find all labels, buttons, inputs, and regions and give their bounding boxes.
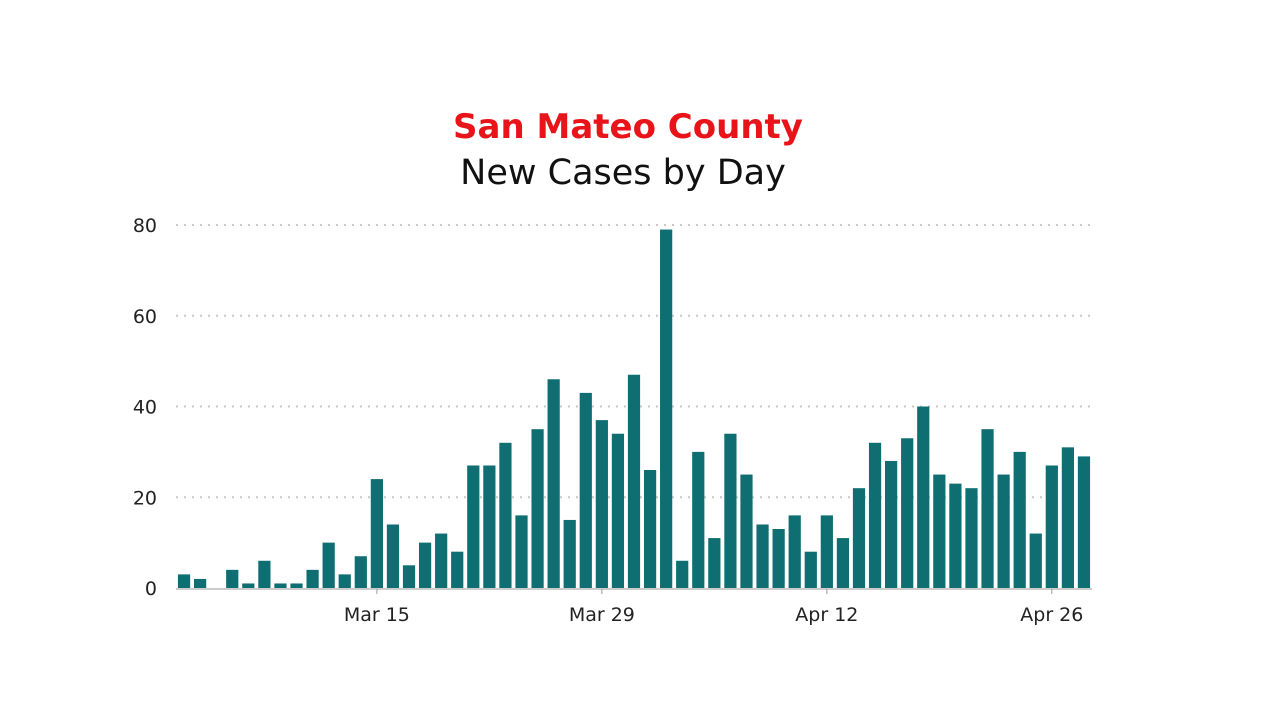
bar <box>740 474 753 588</box>
x-tick-label: Mar 29 <box>569 604 635 626</box>
bar <box>402 565 416 588</box>
bar <box>724 433 737 588</box>
bar <box>611 433 625 588</box>
bar <box>1077 456 1091 588</box>
x-tick-label: Apr 12 <box>795 604 858 626</box>
bar <box>258 560 271 588</box>
bar <box>370 479 383 588</box>
bar <box>435 533 448 588</box>
bar <box>885 460 898 588</box>
bar <box>290 583 303 588</box>
bar <box>579 392 592 588</box>
bar <box>1045 465 1058 588</box>
bar <box>901 438 914 588</box>
x-axis: Mar 15 Mar 29 Apr 12 Apr 26 <box>176 588 1092 626</box>
bar <box>1061 447 1074 588</box>
bar <box>418 542 432 589</box>
x-tick-label: Apr 26 <box>1020 604 1083 626</box>
bar <box>499 442 512 588</box>
bar <box>756 524 769 588</box>
bar <box>563 519 576 588</box>
y-axis: 0 20 40 60 80 <box>133 215 157 600</box>
chart-title: San Mateo County <box>453 107 803 147</box>
bar <box>660 229 673 589</box>
bar <box>451 551 464 588</box>
bar <box>981 429 994 588</box>
bar <box>788 515 801 588</box>
x-tick-label: Mar 15 <box>344 604 410 626</box>
bar <box>836 538 850 588</box>
bar <box>772 529 785 588</box>
y-tick-label: 0 <box>145 578 157 600</box>
bar <box>820 515 833 588</box>
y-tick-label: 20 <box>133 487 157 509</box>
bar <box>177 574 191 588</box>
bar <box>949 483 962 588</box>
bar <box>852 488 866 588</box>
bar <box>868 442 882 588</box>
bar <box>322 542 335 589</box>
y-tick-label: 40 <box>133 397 157 419</box>
bar <box>933 474 946 588</box>
bars <box>177 229 1091 589</box>
y-tick-label: 60 <box>133 306 157 328</box>
bar <box>692 451 705 589</box>
bar <box>804 551 817 588</box>
bar <box>917 406 930 588</box>
bar <box>643 470 657 588</box>
bar <box>708 538 721 588</box>
bar <box>965 488 978 588</box>
bar <box>354 556 367 588</box>
y-tick-label: 80 <box>133 215 157 237</box>
bar <box>595 420 608 588</box>
bar <box>274 583 287 588</box>
bar <box>676 560 689 588</box>
bar <box>1029 533 1042 588</box>
bar <box>483 465 496 588</box>
bar <box>386 524 400 588</box>
bar <box>997 474 1010 588</box>
bar <box>226 569 239 588</box>
bar <box>467 465 480 588</box>
bar <box>515 515 528 588</box>
bar <box>531 429 544 588</box>
bar <box>194 578 207 588</box>
bar <box>1013 451 1026 589</box>
bar <box>242 583 255 588</box>
bar <box>627 374 641 588</box>
bar <box>547 379 560 588</box>
bar <box>306 569 319 588</box>
chart-subtitle: New Cases by Day <box>460 153 786 193</box>
bar <box>338 574 351 588</box>
